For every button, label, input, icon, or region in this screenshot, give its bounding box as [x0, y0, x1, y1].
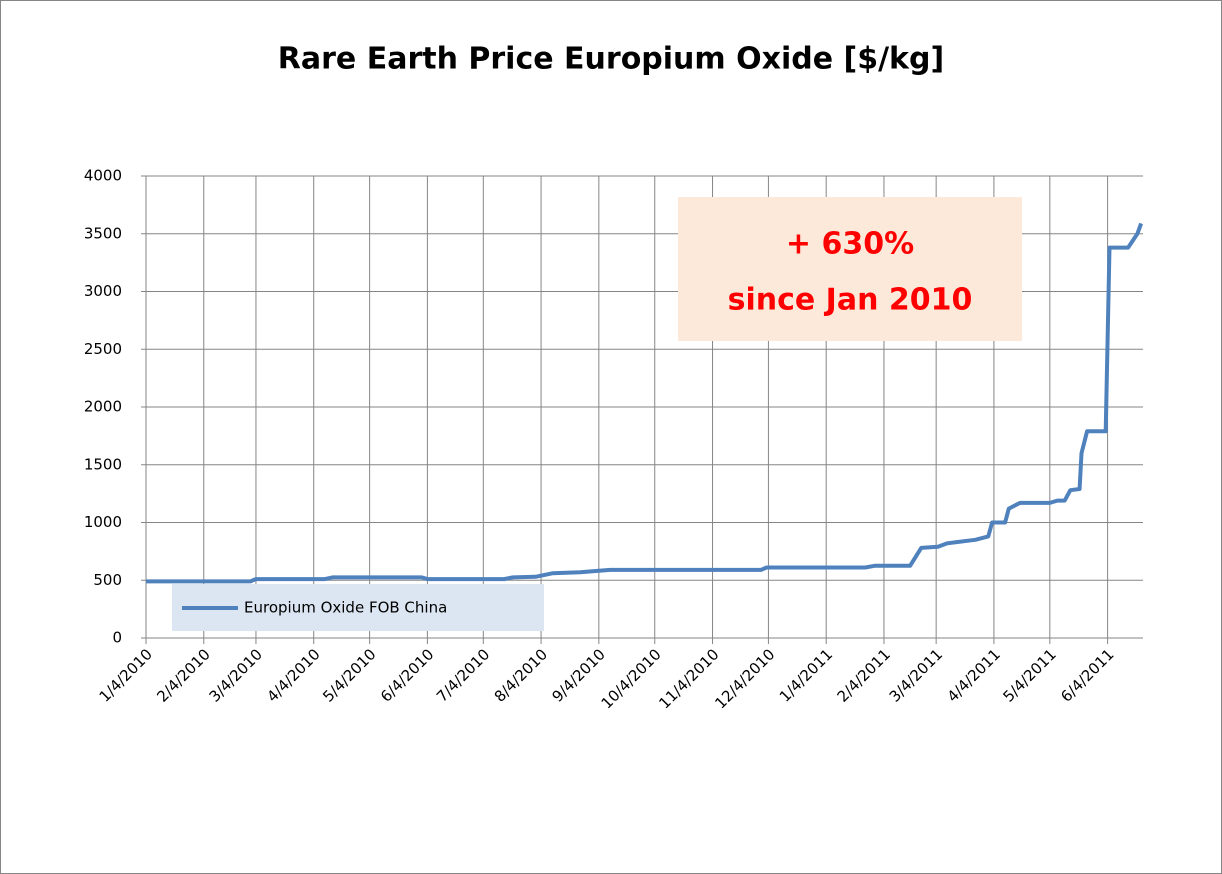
y-tick-label: 3000	[84, 282, 122, 300]
annotation-box	[678, 197, 1022, 341]
y-tick-label: 2000	[84, 398, 122, 416]
chart-title: Rare Earth Price Europium Oxide [$/kg]	[278, 42, 944, 77]
y-tick-label: 1000	[84, 513, 122, 531]
line	[146, 222, 1143, 584]
legend-label: Europium Oxide FOB China	[244, 599, 447, 617]
y-tick-label: 1500	[84, 455, 122, 473]
y-tick-label: 4000	[84, 167, 122, 185]
y-tick-label: 0	[112, 629, 122, 647]
annotation: + 630%	[786, 227, 914, 262]
y-tick-label: 3500	[84, 224, 122, 242]
y-tick-label: 500	[93, 571, 122, 589]
annotation: since Jan 2010	[728, 283, 973, 318]
y-tick-label: 2500	[84, 340, 122, 358]
